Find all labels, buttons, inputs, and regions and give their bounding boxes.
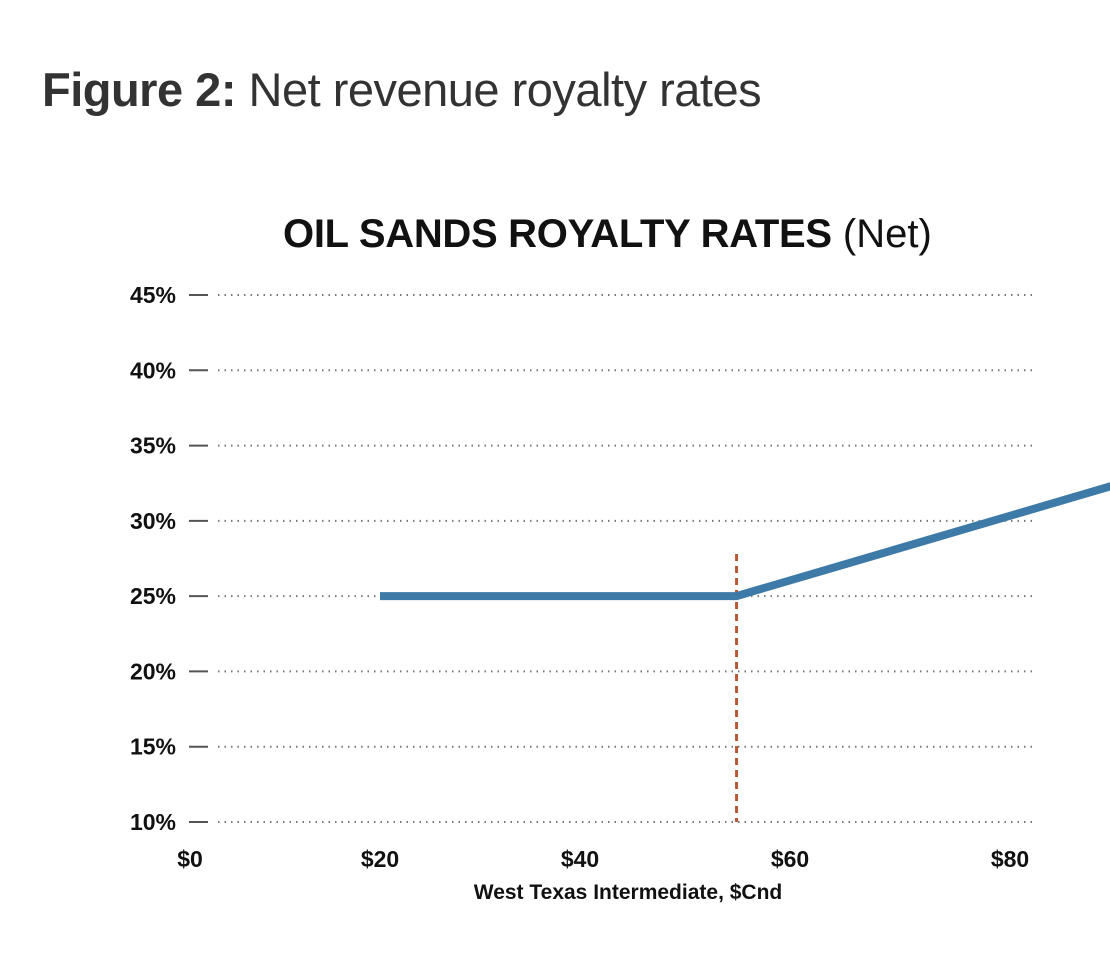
figure-caption: Figure 2: Net revenue royalty rates (42, 62, 762, 117)
threshold-layer (735, 553, 739, 822)
y-axis: 10% 15% 20% 25% 30% 35% 40% 45% (130, 282, 208, 835)
x-axis: $0$20$40$60$80$100$120$140 (177, 846, 1029, 872)
grid-layer (218, 294, 1036, 823)
series-line-0 (380, 482, 1110, 601)
y-tick-label-10: 10% (130, 809, 176, 835)
x-axis-title: West Texas Intermediate, $Cnd (474, 881, 783, 904)
x-tick-label-0: $0 (177, 846, 203, 872)
x-tick-label-60: $60 (771, 846, 809, 872)
chart-title-subtitle: (Net) (842, 212, 932, 256)
series-layer (380, 482, 1110, 601)
y-tick-label-30: 30% (130, 508, 176, 534)
x-tick-label-40: $40 (561, 846, 599, 872)
x-tick-label-80: $80 (991, 846, 1029, 872)
y-tick-label-15: 15% (130, 734, 176, 760)
y-tick-label-35: 35% (130, 433, 176, 459)
y-tick-label-45: 45% (130, 282, 176, 308)
chart-title: OIL SANDS ROYALTY RATES (Net) (283, 212, 932, 257)
figure-label: Figure 2: (42, 63, 236, 116)
y-tick-label-40: 40% (130, 357, 176, 383)
figure-caption-text: Net revenue royalty rates (248, 63, 762, 116)
y-tick-label-20: 20% (130, 658, 176, 684)
x-tick-label-20: $20 (361, 846, 399, 872)
y-tick-label-25: 25% (130, 583, 176, 609)
chart-title-main: OIL SANDS ROYALTY RATES (283, 212, 832, 256)
